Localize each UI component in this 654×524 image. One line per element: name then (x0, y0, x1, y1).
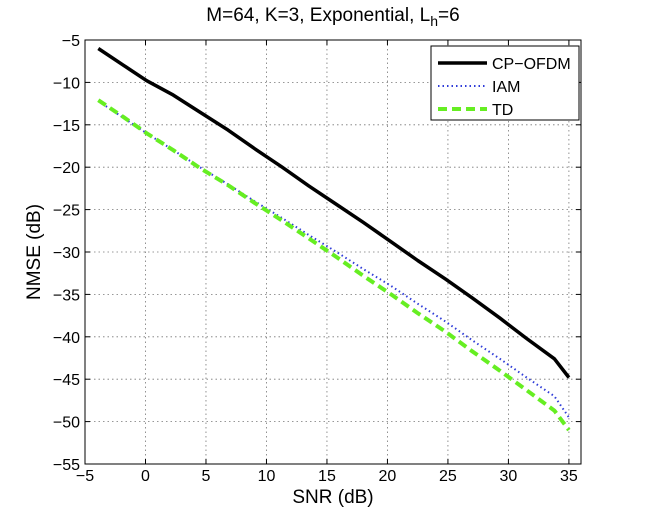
x-tick-label: 10 (258, 468, 276, 485)
x-axis-label: SNR (dB) (292, 487, 373, 508)
y-tick-label: −5 (62, 33, 80, 50)
series-line (97, 47, 571, 379)
x-tick-label: 0 (141, 468, 150, 485)
x-tick-label: 15 (318, 468, 336, 485)
x-tick-label: 30 (500, 468, 518, 485)
legend: CP−OFDM IAM TD (430, 45, 580, 121)
y-tick-label: −20 (53, 160, 80, 177)
ticks: −5 0 5 10 15 20 25 30 35−55−50−45−40−35−30−25−20… (53, 33, 581, 485)
y-tick-label: −55 (53, 457, 80, 474)
y-tick-label: −50 (53, 415, 80, 432)
legend-label: CP−OFDM (492, 56, 571, 73)
y-tick-label: −30 (53, 245, 80, 262)
series-line (97, 98, 571, 432)
legend-label: IAM (492, 79, 520, 96)
labels: M=64, K=3, Exponential, Lh=6 SNR (dB) NM… (24, 5, 460, 508)
x-tick-label: 5 (202, 468, 211, 485)
series-group (97, 47, 571, 432)
legend-label: TD (492, 102, 513, 119)
x-tick-label: 35 (560, 468, 578, 485)
series-line (97, 100, 570, 418)
y-axis-label: NMSE (dB) (24, 204, 45, 300)
y-tick-label: −10 (53, 75, 80, 92)
y-tick-label: −35 (53, 287, 80, 304)
y-tick-label: −15 (53, 118, 80, 135)
y-tick-label: −45 (53, 372, 80, 389)
x-tick-label: 20 (379, 468, 397, 485)
y-tick-label: −40 (53, 330, 80, 347)
chart-title: M=64, K=3, Exponential, Lh=6 (206, 5, 459, 29)
x-tick-label: −5 (76, 468, 94, 485)
y-tick-label: −25 (53, 203, 80, 220)
x-tick-label: 25 (439, 468, 457, 485)
